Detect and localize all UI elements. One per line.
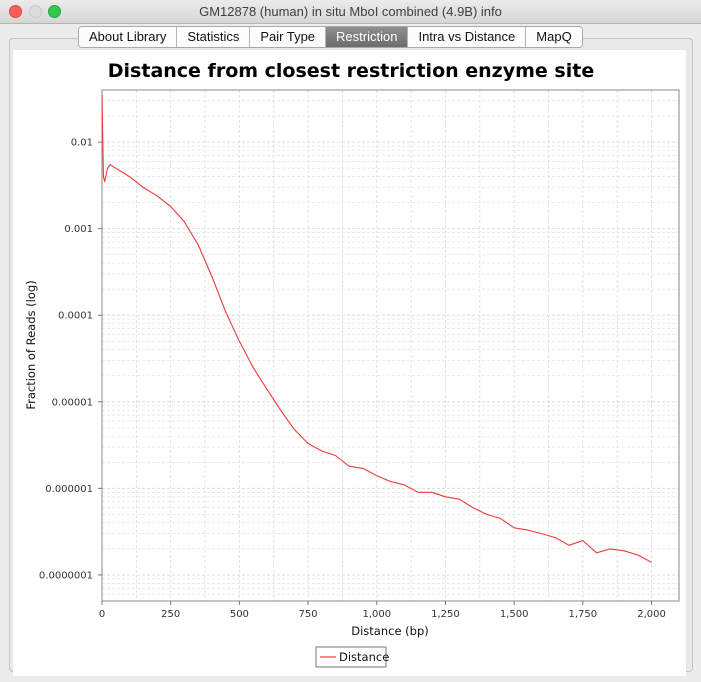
series-line-distance: [101, 94, 652, 563]
tab-intra-vs-distance[interactable]: Intra vs Distance: [408, 27, 527, 47]
x-tick-label: 2,000: [637, 609, 666, 620]
y-tick-label: 0.0001: [58, 311, 93, 322]
tab-statistics[interactable]: Statistics: [177, 27, 251, 47]
y-tick-label: 0.0000001: [39, 570, 93, 581]
y-tick-label: 0.000001: [45, 484, 93, 495]
tab-bar: About Library Statistics Pair Type Restr…: [78, 26, 583, 48]
x-axis-label: Distance (bp): [351, 624, 429, 638]
legend-label: Distance: [339, 650, 389, 664]
x-tick-label: 1,000: [362, 609, 391, 620]
chart-title: Distance from closest restriction enzyme…: [108, 60, 594, 82]
axis-ticks: 0 250 500 750 1,000 1,250 1,500 1,750 2,000 0.01 0…: [39, 138, 666, 620]
x-tick-label: 1,500: [500, 609, 529, 620]
chart-panel: [13, 50, 686, 676]
tab-pair-type[interactable]: Pair Type: [250, 27, 327, 47]
x-tick-label: 0: [99, 609, 105, 620]
y-tick-label: 0.001: [64, 224, 93, 235]
legend-box: [315, 646, 387, 668]
y-axis-label: Fraction of Reads (log): [24, 280, 38, 409]
window-titlebar: GM12878 (human) in situ MboI combined (4…: [0, 0, 701, 24]
x-tick-label: 750: [299, 609, 318, 620]
close-window-button[interactable]: [9, 5, 22, 18]
y-tick-label: 0.00001: [52, 397, 93, 408]
series-lines: [101, 94, 652, 563]
window-title: GM12878 (human) in situ MboI combined (4…: [199, 4, 502, 19]
x-tick-label: 1,750: [569, 609, 598, 620]
tab-mapq[interactable]: MapQ: [526, 27, 582, 47]
minimize-window-button[interactable]: [29, 5, 42, 18]
plot-frame: [101, 89, 680, 602]
x-tick-label: 250: [161, 609, 180, 620]
x-tick-label: 1,250: [431, 609, 460, 620]
y-tick-label: 0.01: [71, 138, 93, 149]
tab-about-library[interactable]: About Library: [79, 27, 178, 47]
tab-restriction[interactable]: Restriction: [326, 27, 409, 47]
x-tick-label: 500: [230, 609, 249, 620]
zoom-window-button[interactable]: [48, 5, 61, 18]
gridlines: [102, 90, 679, 601]
legend: Distance: [315, 646, 389, 668]
